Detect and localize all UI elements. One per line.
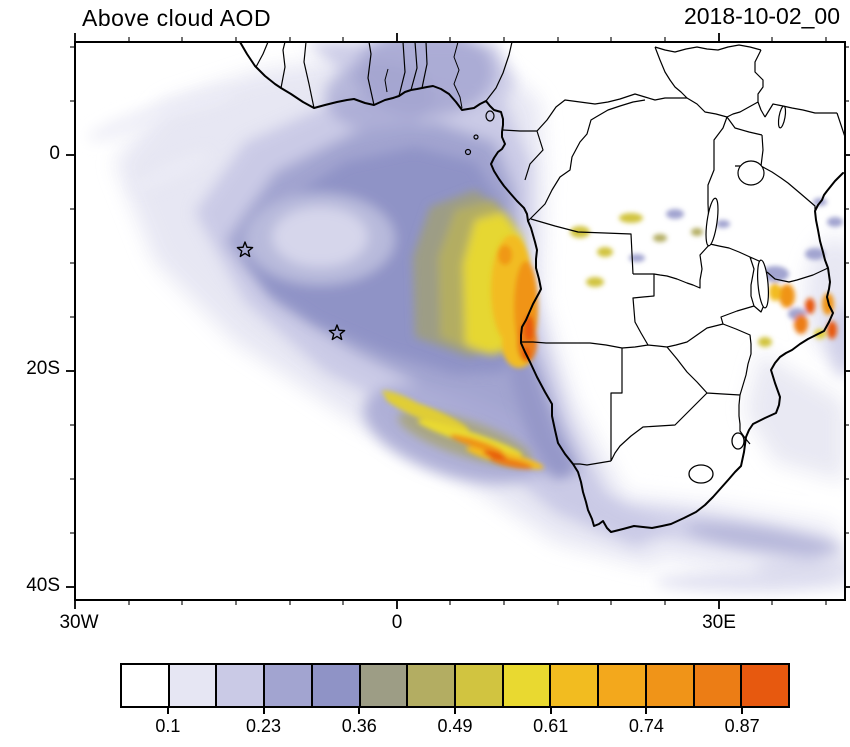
colorbar-cell-1 — [169, 665, 218, 706]
colorbar-tick — [645, 708, 648, 714]
y-tick-label-40S: 40S — [26, 575, 60, 596]
colorbar-cell-4 — [312, 665, 361, 706]
colorbar-cell-5 — [360, 665, 409, 706]
colorbar-label-0.74: 0.74 — [628, 716, 664, 736]
colorbar-tick — [358, 708, 361, 714]
colorbar-tick — [549, 708, 552, 714]
x-tick-label-30E: 30E — [702, 612, 736, 633]
plot-timestamp: 2018-10-02_00 — [683, 3, 840, 29]
colorbar-label-0.1: 0.1 — [155, 716, 181, 736]
plot-border — [74, 41, 846, 601]
colorbar-cell-3 — [265, 665, 313, 706]
star-marker-2 — [328, 324, 346, 341]
africa-coastline — [239, 42, 844, 533]
colorbar-cell-0 — [122, 665, 170, 706]
plot-title: Above cloud AOD — [82, 5, 272, 31]
colorbar-label-0.49: 0.49 — [437, 716, 473, 736]
y-tick-label-0: 0 — [49, 143, 60, 164]
x-tick-label-30W: 30W — [59, 612, 99, 633]
colorbar-cell-11 — [646, 665, 695, 706]
colorbar-cell-8 — [503, 665, 552, 706]
colorbar-label-0.23: 0.23 — [246, 716, 282, 736]
bioko-island — [485, 110, 495, 122]
lesotho-outline — [688, 464, 714, 484]
colorbar-cell-9 — [551, 665, 600, 706]
x-tick-label-0: 0 — [391, 612, 403, 633]
principe-island — [473, 134, 479, 140]
colorbar: 0.1 0.23 0.36 0.49 0.61 0.74 0.87 — [120, 663, 790, 736]
colorbar-cell-6 — [408, 665, 457, 706]
colorbar-tick — [262, 708, 265, 714]
small-country-outlines — [688, 432, 745, 484]
colorbar-tick — [454, 708, 456, 714]
star-marker-1 — [236, 241, 254, 258]
colorbar-cell-7 — [456, 665, 504, 706]
eswatini-outline — [731, 432, 745, 450]
niger-river — [384, 42, 463, 109]
colorbar-cell-2 — [217, 665, 266, 706]
lakes — [705, 105, 787, 309]
colorbar-cell-10 — [599, 665, 647, 706]
colorbar-cells — [120, 663, 790, 708]
colorbar-tick — [166, 708, 169, 714]
colorbar-cell-12 — [694, 665, 743, 706]
colorbar-label-0.36: 0.36 — [341, 716, 377, 736]
gulf-islands — [464, 110, 495, 156]
colorbar-cell-13 — [742, 665, 789, 706]
aod-field — [87, 42, 845, 592]
axis-ticks — [66, 33, 850, 609]
station-markers — [236, 241, 346, 341]
colorbar-label-0.87: 0.87 — [724, 716, 760, 736]
sao-tome-island — [464, 148, 472, 156]
colorbar-label-0.61: 0.61 — [533, 716, 569, 736]
colorbar-tick — [741, 708, 744, 714]
y-tick-label-20S: 20S — [26, 358, 60, 379]
